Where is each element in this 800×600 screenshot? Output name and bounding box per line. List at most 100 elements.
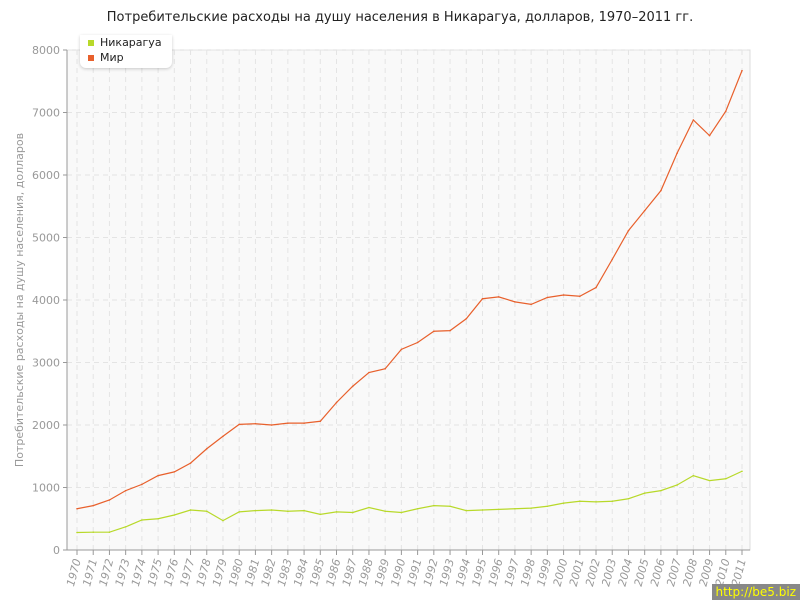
data-point — [92, 504, 95, 507]
data-point — [384, 510, 386, 513]
data-point — [335, 511, 338, 513]
data-point — [351, 511, 354, 514]
data-point — [124, 489, 127, 492]
y-tick-label: 3000 — [32, 357, 60, 370]
y-tick-label: 1000 — [32, 482, 60, 495]
data-point — [238, 423, 240, 426]
data-point — [141, 519, 143, 521]
data-point — [579, 500, 581, 503]
data-point — [546, 505, 549, 508]
data-point — [562, 502, 565, 504]
data-point — [676, 152, 678, 154]
data-point — [287, 422, 289, 424]
legend-swatch — [88, 39, 94, 46]
data-point — [708, 479, 711, 482]
data-point — [222, 519, 224, 522]
data-point — [514, 507, 516, 510]
data-point — [611, 258, 614, 261]
data-point — [416, 507, 419, 510]
data-point — [319, 420, 322, 423]
series-line-1 — [76, 70, 743, 510]
data-point — [595, 501, 597, 503]
y-tick-label: 7000 — [32, 107, 60, 120]
data-point — [660, 489, 662, 492]
data-point — [254, 509, 257, 512]
y-tick-label: 5000 — [32, 232, 60, 245]
data-point — [173, 514, 176, 516]
data-point — [368, 506, 370, 509]
series-line-0 — [76, 470, 743, 534]
data-point — [189, 509, 192, 511]
data-point — [400, 348, 403, 351]
data-point — [611, 500, 614, 503]
data-point — [465, 509, 468, 512]
data-point — [416, 341, 419, 344]
data-point — [108, 531, 111, 533]
data-point — [530, 507, 532, 509]
data-point — [189, 462, 192, 464]
data-point — [692, 119, 695, 121]
data-point — [708, 134, 711, 137]
data-point — [157, 474, 159, 477]
data-point — [643, 492, 646, 494]
data-point — [433, 504, 435, 507]
data-point — [481, 509, 484, 511]
legend: Никарагуа Мир — [80, 35, 172, 68]
data-point — [660, 189, 662, 192]
legend-label: Никарагуа — [100, 36, 162, 49]
legend-label: Мир — [100, 51, 124, 64]
y-axis-label: Потребительские расходы на душу населени… — [13, 133, 26, 467]
data-point — [368, 371, 370, 374]
data-point — [497, 296, 500, 298]
data-point — [562, 294, 565, 296]
data-point — [481, 297, 484, 300]
data-point — [433, 330, 435, 333]
data-point — [449, 329, 451, 332]
data-point — [627, 497, 630, 500]
data-point — [724, 477, 727, 480]
data-point — [741, 470, 743, 473]
legend-swatch — [88, 54, 94, 61]
data-point — [335, 401, 338, 404]
data-point — [595, 286, 597, 289]
data-point — [497, 508, 500, 511]
data-point — [238, 511, 240, 513]
data-point — [741, 69, 743, 72]
data-point — [643, 209, 646, 212]
watermark[interactable]: http://be5.biz — [711, 584, 800, 600]
data-point — [92, 531, 95, 533]
data-point — [76, 507, 78, 510]
chart-title: Потребительские расходы на душу населени… — [106, 10, 694, 25]
data-point — [222, 435, 224, 438]
legend-item-world[interactable]: Мир — [80, 50, 172, 65]
data-point — [579, 295, 581, 298]
data-point — [303, 422, 305, 424]
y-tick-label: 2000 — [32, 419, 60, 432]
data-point — [530, 303, 532, 306]
data-point — [303, 509, 305, 512]
data-point — [124, 526, 127, 528]
y-tick-label: 4000 — [32, 294, 60, 307]
data-point — [254, 422, 257, 425]
data-point — [270, 509, 273, 511]
legend-item-nicaragua[interactable]: Никарагуа — [80, 35, 172, 50]
data-point — [141, 483, 143, 486]
data-point — [449, 505, 451, 508]
data-point — [76, 531, 78, 534]
y-tick-label: 6000 — [32, 169, 60, 182]
data-point — [514, 301, 516, 303]
data-point — [676, 484, 678, 486]
data-point — [465, 317, 468, 320]
data-point — [627, 229, 630, 232]
data-point — [287, 510, 289, 513]
data-point — [692, 474, 695, 477]
data-point — [205, 510, 208, 513]
data-point — [173, 471, 176, 473]
data-point — [205, 447, 208, 450]
data-point — [270, 424, 273, 426]
data-point — [400, 511, 403, 514]
data-point — [546, 296, 549, 299]
y-tick-label: 8000 — [32, 44, 60, 57]
data-point — [351, 385, 354, 388]
